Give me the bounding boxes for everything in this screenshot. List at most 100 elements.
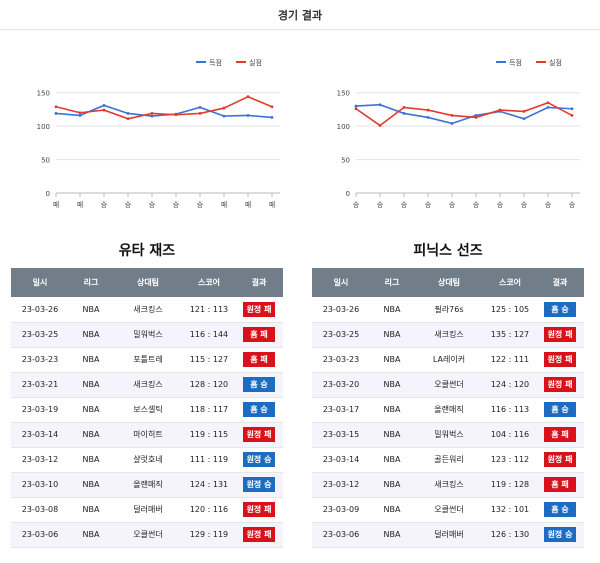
data-point (78, 114, 82, 117)
results-table-utah: 일시 리그 상대팀 스코어 결과 23-03-26 NBA 새크킹스 121 : 113 원정 … (11, 268, 283, 548)
cell-league: NBA (370, 347, 414, 373)
result-badge: 홈 승 (544, 301, 576, 317)
cell-opponent: 밀워벅스 (414, 422, 484, 448)
cell-result: 원정 승 (235, 447, 283, 473)
cell-league: NBA (370, 322, 414, 348)
cell-date: 23-03-14 (11, 422, 69, 448)
data-point (402, 112, 406, 115)
cell-score: 120 : 116 (183, 497, 235, 523)
result-badge: 홈 승 (243, 402, 275, 417)
cell-result: 홈 패 (235, 322, 283, 348)
cell-score: 116 : 144 (183, 322, 235, 348)
column-header: 결과 (536, 268, 584, 297)
cell-league: NBA (370, 472, 414, 498)
result-badge: 홈 패 (544, 477, 576, 492)
y-tick-label: 0 (46, 190, 50, 198)
result-badge: 원정 패 (242, 502, 276, 517)
chart-phoenix-svg: 0 50 100 150 승 승 승 승 승 승 승 승 승 승 득점 실점 (337, 58, 580, 209)
legend-label: 득점 (509, 59, 522, 67)
cell-date: 23-03-23 (11, 347, 69, 373)
data-point (402, 106, 406, 109)
result-badge: 원정 패 (543, 352, 577, 367)
cell-date: 23-03-08 (11, 497, 69, 523)
cell-date: 23-03-09 (312, 497, 370, 523)
cell-score: 116 : 113 (484, 397, 536, 423)
data-point (450, 114, 454, 117)
y-tick-label: 150 (337, 90, 350, 98)
column-header: 일시 (11, 268, 69, 297)
cell-league: NBA (69, 522, 113, 548)
x-tick-label: 승 (425, 201, 432, 209)
cell-score: 132 : 101 (484, 497, 536, 523)
data-point (498, 108, 502, 112)
table-row: 23-03-26 NBA 새크킹스 121 : 113 원정 패 (11, 297, 283, 323)
table-row: 23-03-21 NBA 새크킹스 128 : 120 홈 승 (11, 372, 283, 398)
cell-date: 23-03-25 (11, 322, 69, 348)
cell-score: 115 : 127 (183, 347, 235, 373)
cell-result: 홈 승 (235, 397, 283, 423)
cell-league: NBA (370, 372, 414, 398)
series-line-conceded (355, 101, 573, 127)
y-tick-label: 50 (341, 157, 350, 165)
data-point (174, 113, 178, 117)
chart-phoenix: 0 50 100 150 승 승 승 승 승 승 승 승 승 승 득점 실점 (314, 48, 584, 218)
x-tick-label: 승 (353, 201, 360, 209)
data-point (378, 103, 382, 107)
cell-date: 23-03-17 (312, 397, 370, 423)
cell-opponent: 새크킹스 (113, 372, 183, 398)
cell-date: 23-03-19 (11, 397, 69, 423)
cell-date: 23-03-20 (312, 372, 370, 398)
result-badge: 원정 승 (543, 527, 577, 542)
x-tick-label: 승 (545, 201, 552, 209)
y-tick-label: 100 (37, 123, 50, 131)
series-line-scored (355, 103, 573, 125)
table-row: 23-03-25 NBA 새크킹스 135 : 127 원정 패 (312, 322, 584, 348)
cell-result: 원정 패 (536, 447, 584, 473)
cell-opponent: 덜러매버 (113, 497, 183, 523)
chart-utah-svg: 0 50 100 150 패 패 승 승 승 승 승 패 패 패 득점 실점 (37, 58, 280, 209)
data-point (570, 107, 574, 111)
cell-date: 23-03-12 (312, 472, 370, 498)
data-point (198, 112, 202, 115)
data-point (378, 124, 382, 127)
cell-result: 원정 승 (536, 522, 584, 548)
cell-opponent: 올랜매직 (414, 397, 484, 423)
data-point (570, 114, 574, 117)
result-badge: 원정 패 (242, 301, 276, 317)
cell-result: 원정 패 (235, 422, 283, 448)
cell-score: 124 : 120 (484, 372, 536, 398)
result-badge: 홈 패 (544, 427, 576, 442)
x-tick-label: 승 (401, 201, 408, 209)
cell-league: NBA (69, 372, 113, 398)
result-badge: 홈 승 (544, 402, 576, 417)
cell-date: 23-03-06 (11, 522, 69, 548)
table-header-row: 일시 리그 상대팀 스코어 결과 (11, 268, 283, 297)
cell-score: 129 : 119 (183, 522, 235, 548)
cell-date: 23-03-10 (11, 472, 69, 498)
result-badge: 원정 패 (543, 377, 577, 392)
result-badge: 원정 승 (242, 452, 276, 467)
result-badge: 원정 패 (242, 527, 276, 542)
result-badge: 원정 승 (242, 477, 276, 492)
y-tick-label: 100 (337, 123, 350, 131)
y-tick-label: 150 (37, 90, 50, 98)
data-point (126, 117, 130, 121)
cell-result: 원정 패 (235, 497, 283, 523)
cell-opponent: 올랜매직 (113, 472, 183, 498)
data-point (522, 117, 526, 121)
x-tick-label: 승 (125, 201, 132, 209)
data-point (426, 116, 430, 119)
cell-date: 23-03-14 (312, 447, 370, 473)
data-point (222, 106, 226, 110)
result-badge: 원정 패 (543, 327, 577, 342)
cell-league: NBA (69, 472, 113, 498)
table-row: 23-03-23 NBA LA레이커 122 : 111 원정 패 (312, 347, 584, 373)
cell-result: 홈 패 (235, 347, 283, 373)
result-badge: 홈 승 (544, 502, 576, 517)
cell-opponent: 포틀트레 (113, 347, 183, 373)
legend-label: 실점 (549, 58, 562, 67)
table-row: 23-03-17 NBA 올랜매직 116 : 113 홈 승 (312, 397, 584, 423)
data-point (246, 114, 250, 117)
chart-utah: 0 50 100 150 패 패 승 승 승 승 승 패 패 패 득점 실점 (14, 48, 284, 218)
cell-score: 121 : 113 (183, 297, 235, 323)
